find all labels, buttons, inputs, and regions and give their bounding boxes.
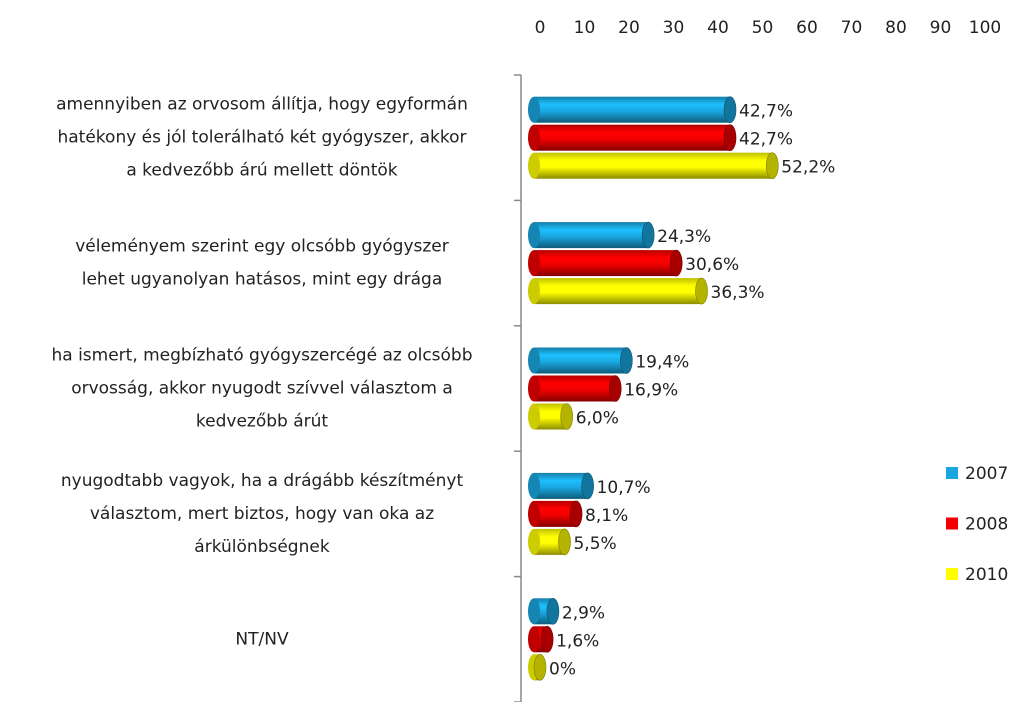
bar [528, 152, 779, 179]
category-label: véleményem szerint egy olcsóbb gyógyszer [75, 237, 449, 257]
value-label: 30,6% [685, 255, 739, 275]
legend-swatch [946, 467, 958, 479]
legend-swatch [946, 517, 958, 530]
bar [528, 653, 547, 681]
bar [528, 472, 594, 500]
x-tick-label: 40 [707, 18, 729, 38]
category-label: amennyiben az orvosom állítja, hogy egyf… [56, 95, 468, 115]
legend-label: 2007 [965, 464, 1008, 484]
category-label: orvosság, akkor nyugodt szívvel választo… [71, 379, 453, 399]
x-tick-label: 80 [885, 18, 907, 38]
value-label: 19,4% [635, 353, 689, 373]
value-label: 8,1% [585, 506, 628, 526]
category-label: nyugodtabb vagyok, ha a drágább készítmé… [61, 471, 464, 491]
value-label: 10,7% [597, 478, 651, 498]
bar [528, 625, 554, 653]
bar [528, 500, 583, 528]
legend-swatch [946, 568, 958, 580]
bar [528, 528, 571, 556]
x-tick-label: 20 [618, 18, 640, 38]
x-tick-label: 90 [930, 18, 952, 38]
value-label: 1,6% [556, 631, 599, 651]
value-label: 42,7% [739, 102, 793, 122]
bar [528, 249, 683, 277]
category-label: lehet ugyanolyan hatásos, mint egy drága [82, 270, 443, 290]
x-tick-label: 0 [535, 18, 546, 38]
x-tick-label: 50 [752, 18, 774, 38]
category-label: kedvezőbb árút [196, 412, 328, 432]
bar [528, 96, 737, 123]
x-tick-label: 70 [841, 18, 863, 38]
bar [528, 347, 633, 374]
bar [528, 221, 655, 249]
category-label: hatékony és jól tolerálható két gyógysze… [57, 128, 466, 148]
x-tick-label: 30 [663, 18, 685, 38]
bar [528, 124, 737, 151]
x-tick-label: 60 [796, 18, 818, 38]
category-label: NT/NV [235, 629, 289, 649]
value-label: 2,9% [562, 603, 605, 623]
category-label: ha ismert, megbízható gyógyszercégé az o… [51, 346, 472, 366]
legend-label: 2008 [965, 515, 1008, 535]
bar [528, 375, 622, 402]
value-label: 6,0% [576, 409, 619, 429]
value-label: 5,5% [573, 534, 616, 554]
value-label: 42,7% [739, 130, 793, 150]
value-label: 16,9% [624, 381, 678, 401]
value-label: 36,3% [711, 283, 765, 303]
category-label: árkülönbségnek [194, 537, 330, 557]
value-label: 0% [549, 659, 576, 679]
bar [528, 403, 574, 430]
x-tick-label: 10 [574, 18, 596, 38]
bar [528, 277, 708, 305]
category-label: választom, mert biztos, hogy van oka az [90, 504, 434, 524]
category-label: a kedvezőbb árú mellett döntök [126, 161, 397, 181]
x-tick-label: 100 [969, 18, 1001, 38]
value-label: 24,3% [657, 227, 711, 247]
value-label: 52,2% [781, 158, 835, 178]
bar [528, 597, 560, 625]
legend-label: 2010 [965, 565, 1008, 585]
